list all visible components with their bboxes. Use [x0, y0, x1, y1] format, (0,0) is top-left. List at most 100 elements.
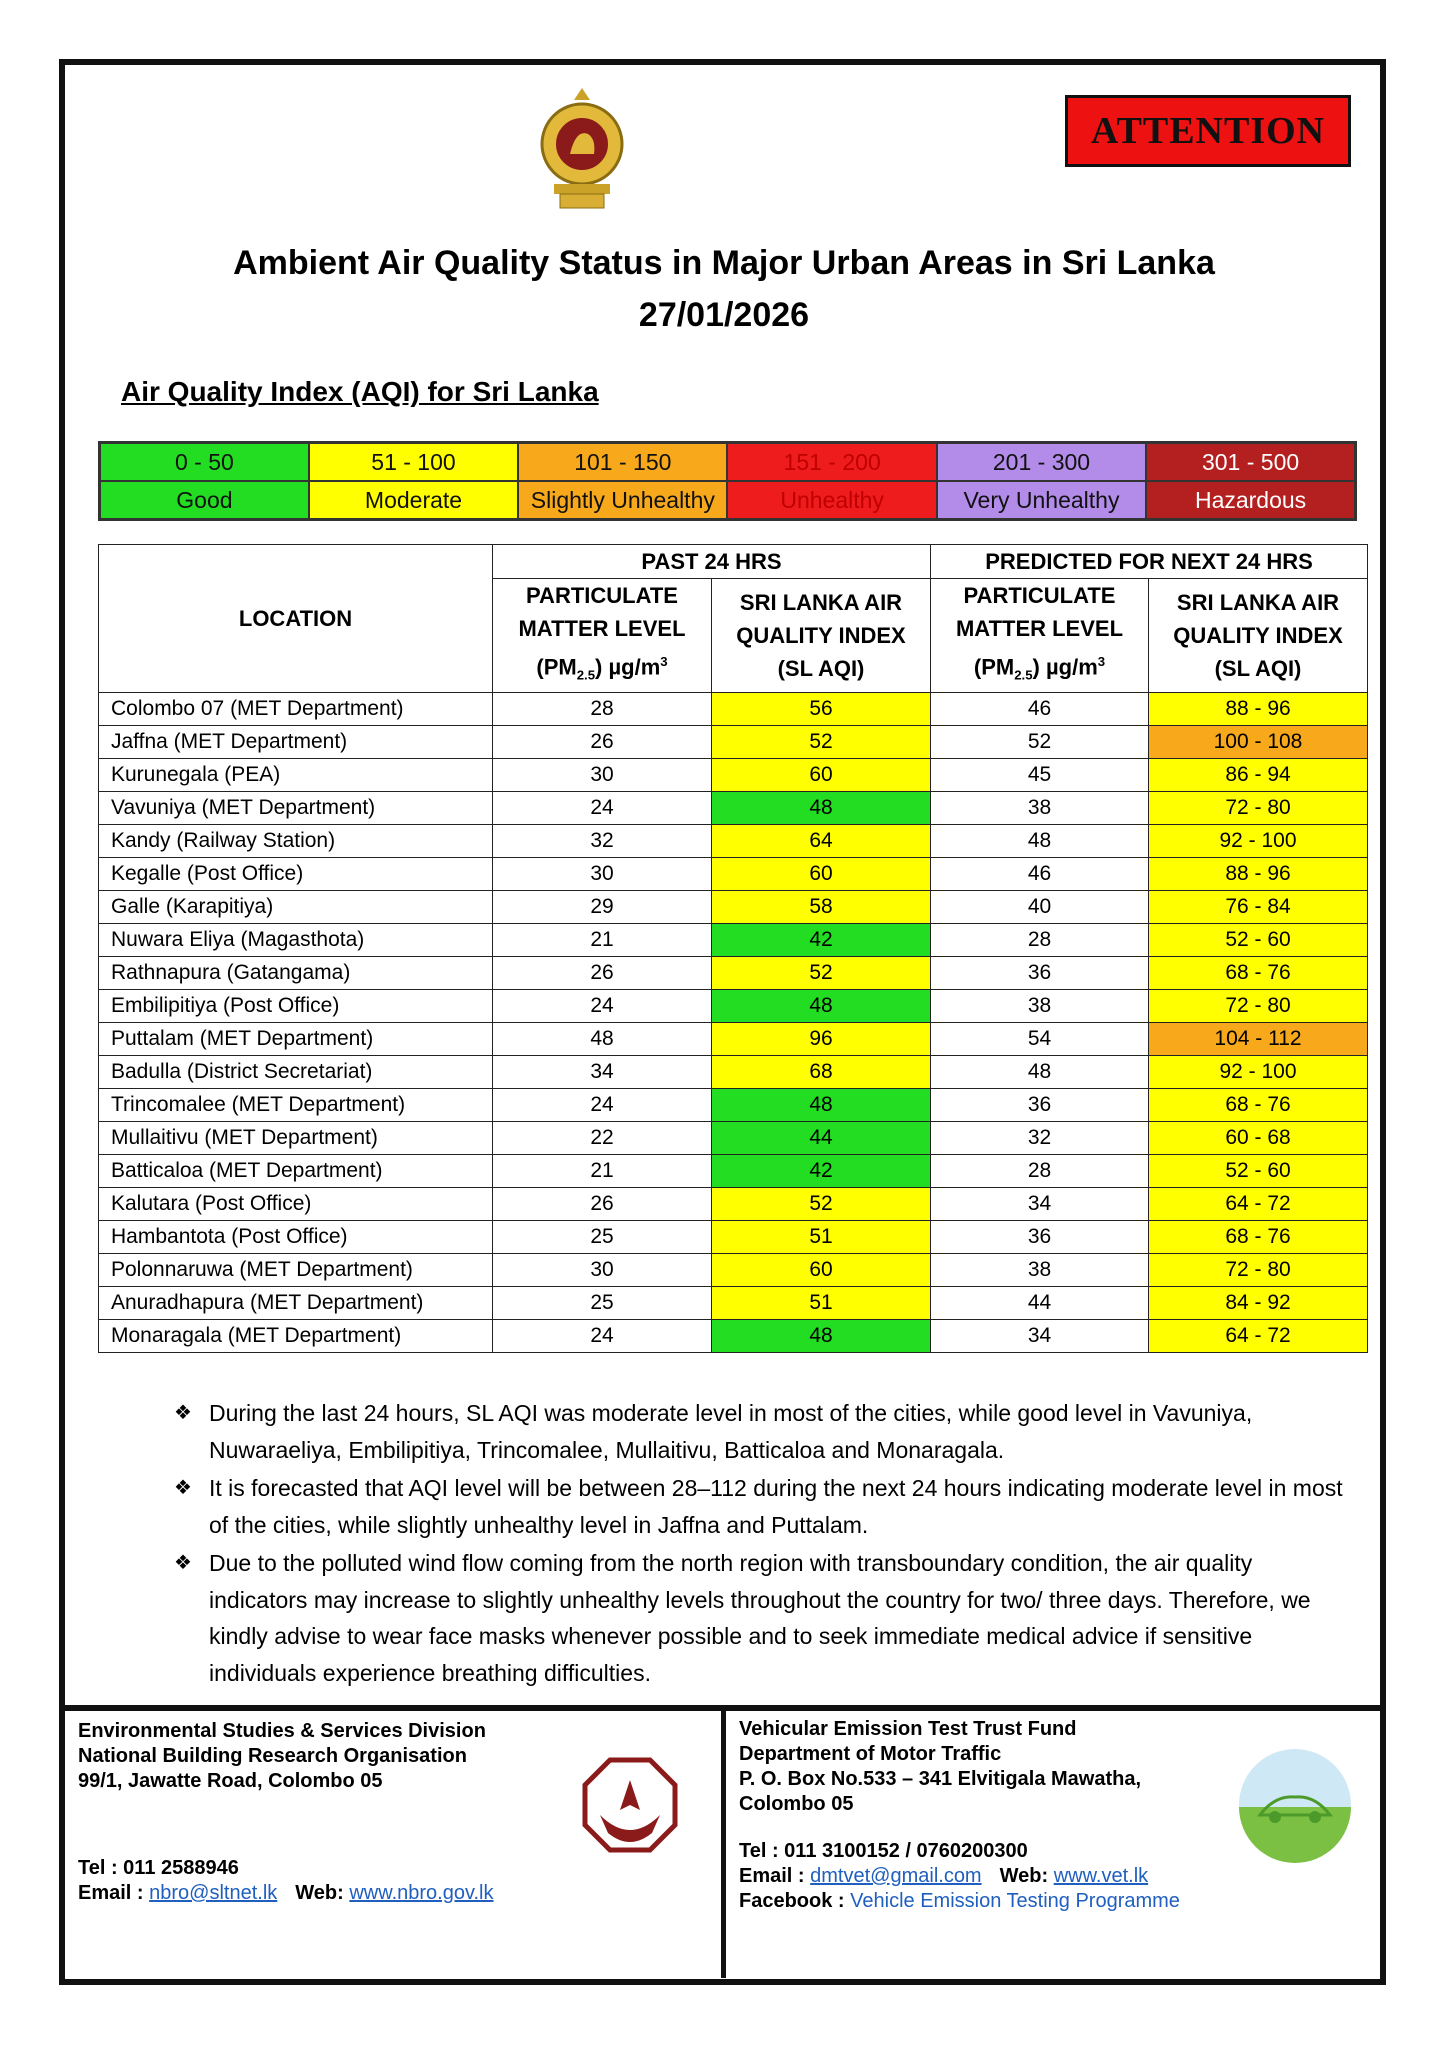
pm-cell: 24 — [492, 1087, 712, 1122]
footer-line: Colombo 05 — [739, 1793, 854, 1815]
header-sup: 3 — [1097, 654, 1106, 669]
pm-cell: 29 — [492, 889, 712, 924]
footer-divider — [721, 1708, 726, 1978]
location-cell: Embilipitiya (Post Office) — [98, 988, 493, 1023]
pm-cell: 54 — [930, 1021, 1149, 1056]
pm-cell: 30 — [492, 1252, 712, 1287]
pm-cell: 48 — [930, 823, 1149, 858]
email-link[interactable]: nbro@sltnet.lk — [149, 1882, 278, 1904]
data-row: Hambantota (Post Office) 25 51 36 68 - 76 — [98, 1219, 1369, 1254]
location-cell: Batticaloa (MET Department) — [98, 1153, 493, 1188]
location-cell: Rathnapura (Gatangama) — [98, 955, 493, 990]
data-row: Badulla (District Secretariat) 34 68 48 92 -… — [98, 1054, 1369, 1089]
aqi-cell: 60 — [711, 757, 931, 792]
location-cell: Hambantota (Post Office) — [98, 1219, 493, 1254]
legend-range: 101 - 150 — [517, 441, 729, 482]
aqi-cell: 68 — [711, 1054, 931, 1089]
aqi-cell: 42 — [711, 1153, 931, 1188]
data-row: Kegalle (Post Office) 30 60 46 88 - 96 — [98, 856, 1369, 891]
aqi-cell: 92 - 100 — [1147, 1054, 1369, 1089]
header-line: SRI LANKA AIR — [1176, 589, 1340, 615]
location-cell: Mullaitivu (MET Department) — [98, 1120, 493, 1155]
pm-cell: 46 — [930, 691, 1149, 726]
location-header: LOCATION — [98, 544, 493, 693]
pm-cell: 28 — [930, 1153, 1149, 1188]
nbro-logo — [582, 1757, 678, 1853]
header-line: PARTICULATE — [526, 583, 678, 608]
data-row: Kalutara (Post Office) 26 52 34 64 - 72 — [98, 1186, 1369, 1221]
page-border — [59, 59, 1386, 1985]
pm-cell: 21 — [492, 1153, 712, 1188]
header-line: QUALITY INDEX — [1173, 622, 1343, 648]
web-link[interactable]: www.vet.lk — [1053, 1865, 1149, 1887]
pm-cell: 36 — [930, 955, 1149, 990]
legend-heading: Air Quality Index (AQI) for Sri Lanka — [121, 376, 599, 407]
pm-cell: 26 — [492, 955, 712, 990]
header-line: SRI LANKA AIR — [739, 589, 903, 615]
header-text: (PM — [973, 654, 1015, 680]
pm-cell: 45 — [930, 757, 1149, 792]
footer-line: National Building Research Organisation — [78, 1745, 467, 1767]
pm-cell: 26 — [492, 724, 712, 759]
data-row: Anuradhapura (MET Department) 25 51 44 84 - … — [98, 1285, 1369, 1320]
aqi-cell: 96 — [711, 1021, 931, 1056]
footer-line: Department of Motor Traffic — [739, 1743, 1002, 1765]
data-row: Kandy (Railway Station) 32 64 48 92 - 100 — [98, 823, 1369, 858]
pm-header: PARTICULATE MATTER LEVEL (PM2.5) µg/m3 — [492, 578, 712, 693]
pm-header: PARTICULATE MATTER LEVEL (PM2.5) µg/m3 — [930, 578, 1149, 693]
data-row: Nuwara Eliya (Magasthota) 21 42 28 52 - 60 — [98, 922, 1369, 957]
footer-line: P. O. Box No.533 – 341 Elvitigala Mawath… — [739, 1768, 1142, 1790]
location-cell: Nuwara Eliya (Magasthota) — [98, 922, 493, 957]
label: Web: — [295, 1882, 344, 1904]
note: During the last 24 hours, SL AQI was mod… — [174, 1395, 1346, 1468]
pm-cell: 28 — [930, 922, 1149, 957]
header-row: LOCATION PAST 24 HRS PREDICTED FOR NEXT 24… — [98, 544, 1369, 693]
location-cell: Vavuniya (MET Department) — [98, 790, 493, 825]
aqi-cell: 72 - 80 — [1147, 1252, 1369, 1287]
pm-cell: 34 — [492, 1054, 712, 1089]
pm-cell: 24 — [492, 988, 712, 1023]
footer-line: Vehicular Emission Test Trust Fund — [739, 1718, 1077, 1740]
web-link[interactable]: www.nbro.gov.lk — [349, 1882, 494, 1904]
aqi-cell: 64 - 72 — [1147, 1318, 1369, 1353]
label: Facebook : — [739, 1890, 845, 1912]
aqi-cell: 76 - 84 — [1147, 889, 1369, 924]
aqi-cell: 72 - 80 — [1147, 988, 1369, 1023]
legend-label: Unhealthy — [726, 480, 938, 521]
pm-cell: 38 — [930, 1252, 1149, 1287]
pm-cell: 32 — [492, 823, 712, 858]
data-row: Monaragala (MET Department) 24 48 34 64 - 72 — [98, 1318, 1369, 1353]
aqi-cell: 48 — [711, 1318, 931, 1353]
pm-cell: 38 — [930, 988, 1149, 1023]
location-cell: Trincomalee (MET Department) — [98, 1087, 493, 1122]
note: It is forecasted that AQI level will be … — [174, 1470, 1346, 1543]
aqi-cell: 100 - 108 — [1147, 724, 1369, 759]
aqi-cell: 88 - 96 — [1147, 856, 1369, 891]
data-row: Polonnaruwa (MET Department) 30 60 38 72 - 8… — [98, 1252, 1369, 1287]
attention-badge: ATTENTION — [1065, 95, 1351, 167]
aqi-cell: 60 — [711, 856, 931, 891]
aqi-cell: 64 - 72 — [1147, 1186, 1369, 1221]
aqi-cell: 104 - 112 — [1147, 1021, 1369, 1056]
title: Ambient Air Quality Status in Major Urba… — [233, 244, 1215, 282]
header-line: QUALITY INDEX — [736, 622, 906, 648]
aqi-cell: 88 - 96 — [1147, 691, 1369, 726]
pm-cell: 46 — [930, 856, 1149, 891]
header-text: (PM — [536, 654, 577, 680]
aqi-cell: 60 — [711, 1252, 931, 1287]
pm-cell: 22 — [492, 1120, 712, 1155]
pm-cell: 36 — [930, 1087, 1149, 1122]
legend-label: Slightly Unhealthy — [517, 480, 729, 521]
pm-cell: 48 — [492, 1021, 712, 1056]
legend-range: 0 - 50 — [98, 441, 310, 482]
facebook-link: Vehicle Emission Testing Programme — [850, 1890, 1180, 1912]
aqi-cell: 92 - 100 — [1147, 823, 1369, 858]
group-header: PREDICTED FOR NEXT 24 HRS — [929, 544, 1369, 579]
aqi-cell: 72 - 80 — [1147, 790, 1369, 825]
header-sub: 2.5 — [1014, 667, 1033, 683]
data-row: Galle (Karapitiya) 29 58 40 76 - 84 — [98, 889, 1369, 924]
data-row: Jaffna (MET Department) 26 52 52 100 - 108 — [98, 724, 1369, 759]
location-cell: Anuradhapura (MET Department) — [98, 1285, 493, 1320]
aqi-cell: 64 — [711, 823, 931, 858]
email-link[interactable]: dmtvet@gmail.com — [810, 1865, 982, 1887]
